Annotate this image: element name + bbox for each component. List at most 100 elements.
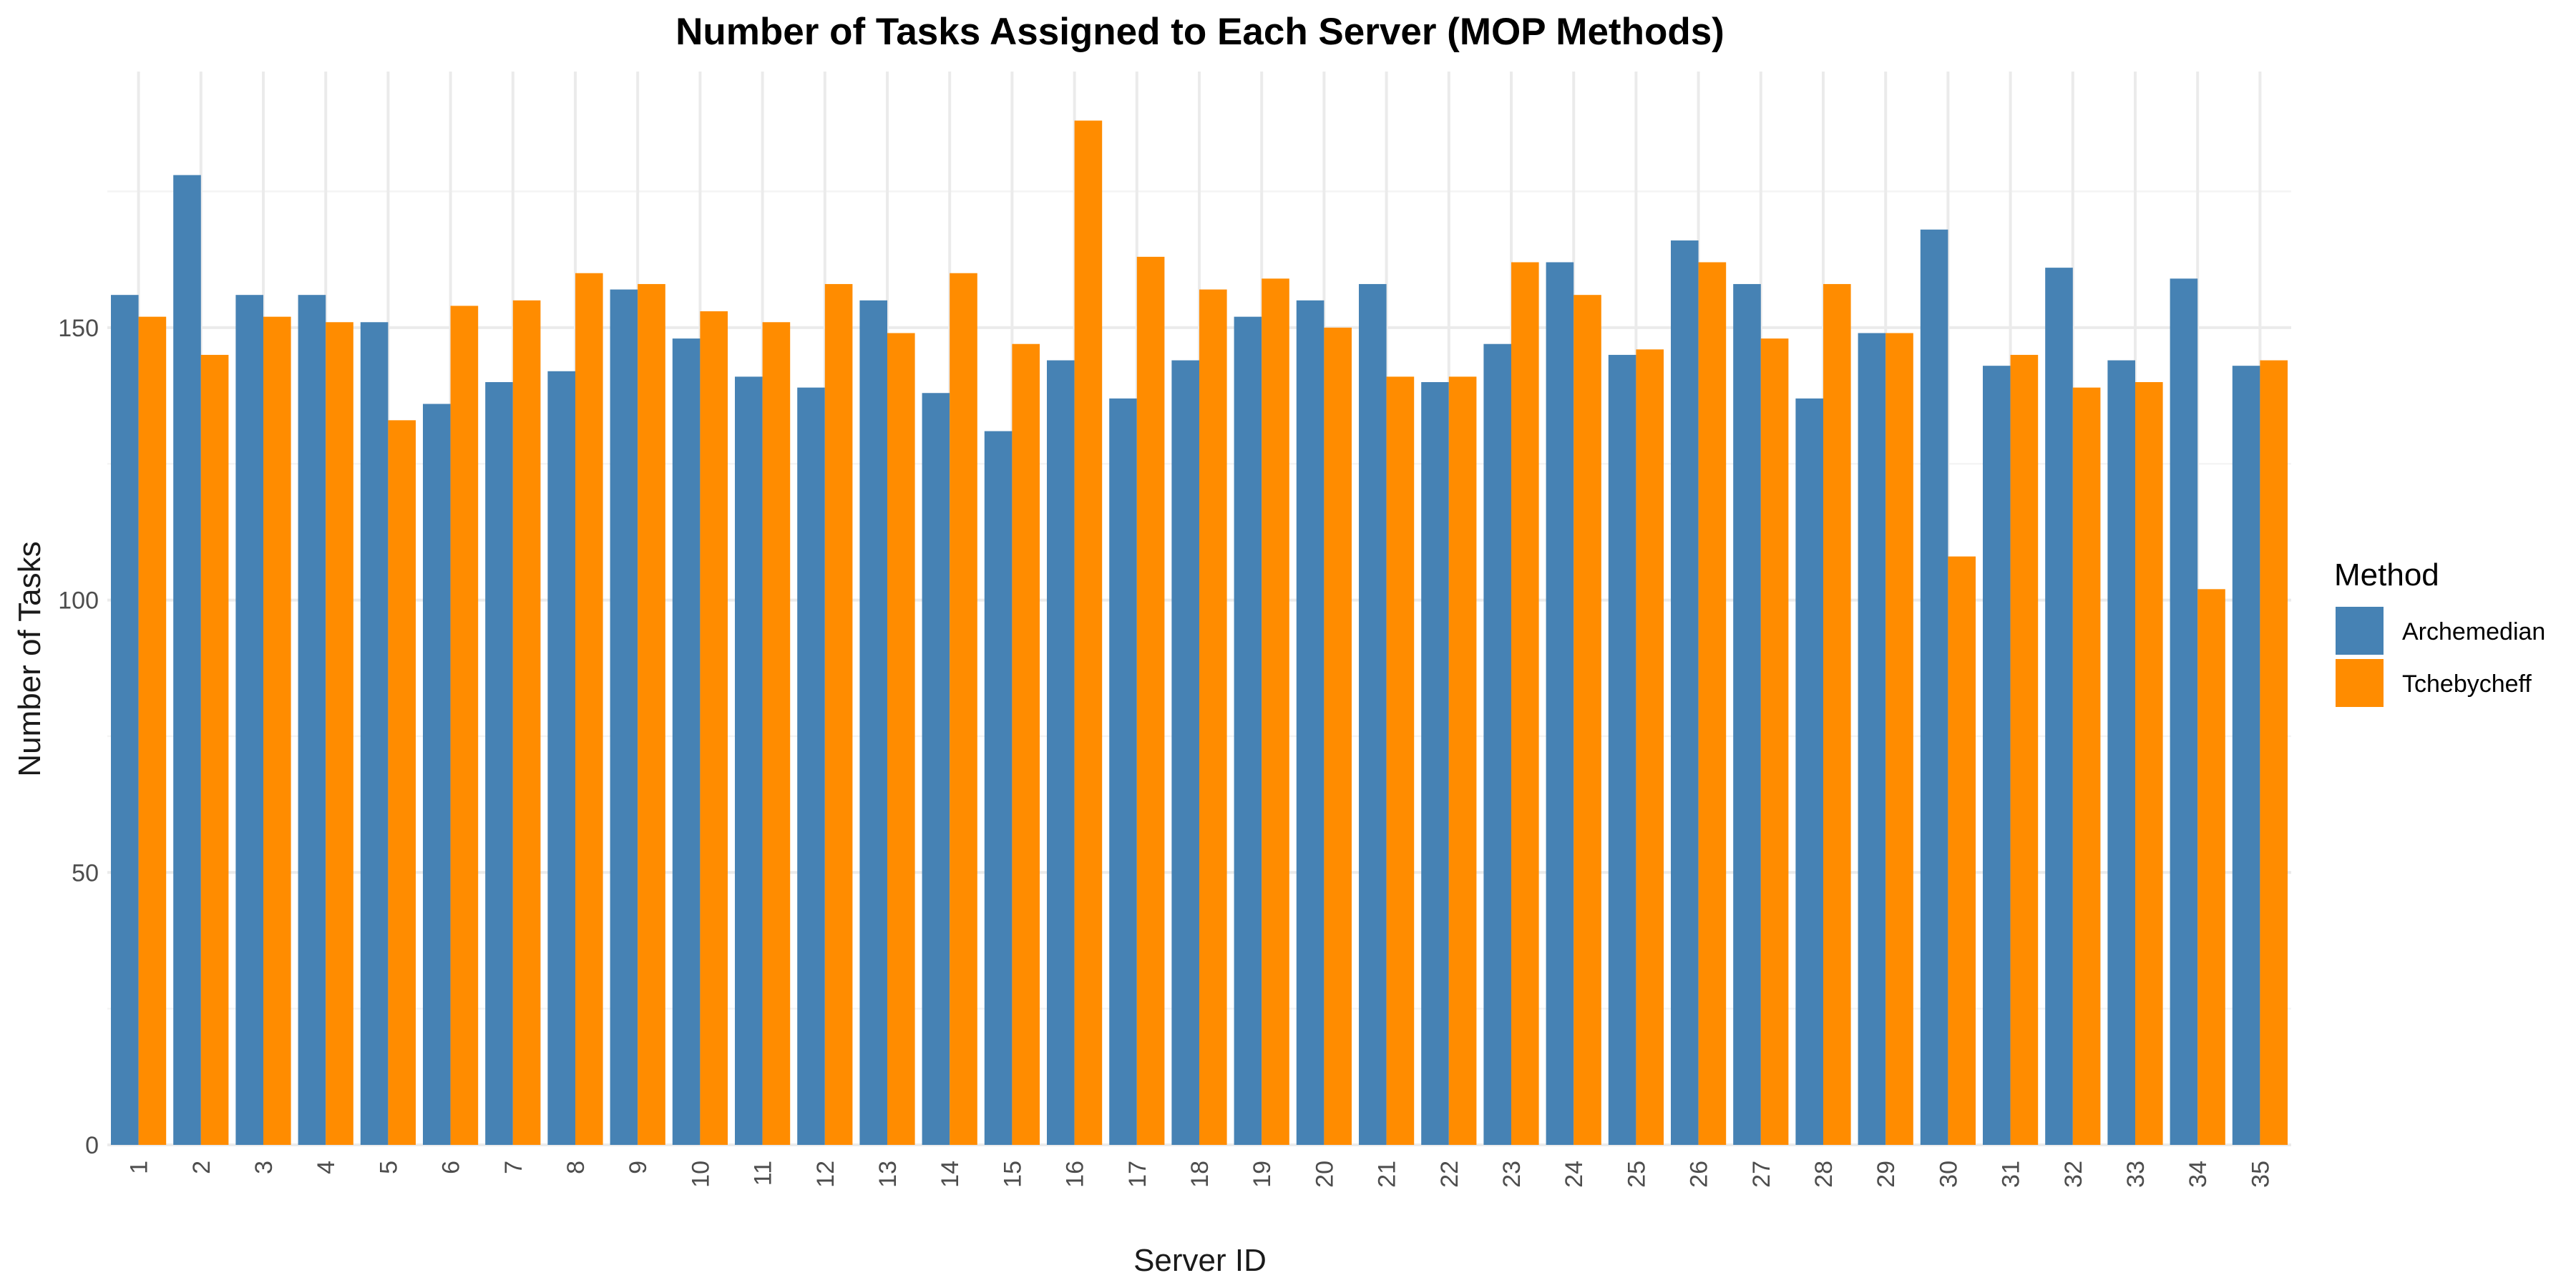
x-tick-label: 4 [313,1161,340,1174]
x-tick-label: 3 [250,1161,278,1174]
x-tick-label: 12 [812,1161,839,1188]
y-tick-label: 50 [72,859,99,887]
bar-archemedian-server-30 [1920,229,1948,1145]
x-tick-label: 7 [500,1161,527,1174]
y-tick-label: 100 [58,587,99,615]
x-tick-label: 18 [1186,1161,1214,1188]
x-tick-label: 9 [625,1161,652,1174]
legend-swatch-archemedian [2336,607,2384,655]
bar-archemedian-server-22 [1421,382,1449,1145]
x-tick-label: 1 [126,1161,153,1174]
bar-tchebycheff-server-16 [1074,120,1103,1145]
bar-archemedian-server-4 [298,295,326,1145]
bar-tchebycheff-server-7 [512,300,541,1145]
bar-tchebycheff-server-27 [1760,338,1789,1145]
x-tick-label: 33 [2122,1161,2150,1188]
bar-archemedian-server-2 [173,175,201,1145]
bar-archemedian-server-21 [1359,283,1387,1145]
y-tick-label: 0 [85,1132,99,1159]
bar-archemedian-server-29 [1858,333,1886,1146]
x-tick-label: 24 [1561,1161,1588,1188]
bar-tchebycheff-server-21 [1386,376,1415,1145]
bar-archemedian-server-20 [1296,300,1324,1145]
bar-archemedian-server-27 [1733,283,1761,1145]
y-tick-label: 150 [58,315,99,342]
bar-tchebycheff-server-17 [1136,256,1165,1145]
bar-archemedian-server-8 [547,371,575,1145]
bar-tchebycheff-server-11 [762,322,791,1146]
bar-tchebycheff-server-5 [388,420,416,1145]
bar-archemedian-server-13 [859,300,887,1145]
bar-tchebycheff-server-32 [2072,387,2101,1145]
bar-tchebycheff-server-12 [824,283,853,1145]
x-axis-title: Server ID [1133,1243,1267,1278]
x-tick-label: 5 [375,1161,402,1174]
bar-archemedian-server-16 [1047,360,1075,1145]
bar-archemedian-server-26 [1671,240,1699,1145]
legend-swatch-tchebycheff [2336,659,2384,707]
bar-archemedian-server-19 [1234,316,1262,1145]
bar-archemedian-server-18 [1171,360,1199,1145]
x-tick-label: 2 [188,1161,215,1174]
bar-tchebycheff-server-34 [2197,589,2225,1145]
bar-archemedian-server-5 [360,322,389,1146]
bar-tchebycheff-server-18 [1199,289,1227,1145]
legend-label-tchebycheff: Tchebycheff [2402,670,2532,698]
x-tick-label: 15 [999,1161,1026,1188]
bar-archemedian-server-12 [797,387,825,1145]
bar-tchebycheff-server-3 [263,316,291,1145]
y-axis-title: Number of Tasks [12,541,47,776]
bar-tchebycheff-server-2 [200,354,229,1145]
bar-tchebycheff-server-33 [2135,382,2163,1145]
x-tick-label: 29 [1873,1161,1900,1188]
bar-archemedian-server-35 [2232,366,2260,1146]
x-tick-label: 17 [1124,1161,1151,1188]
bar-archemedian-server-33 [2107,360,2135,1145]
x-tick-label: 14 [937,1161,964,1188]
x-tick-label: 23 [1498,1161,1526,1188]
bar-tchebycheff-server-26 [1698,262,1727,1146]
bar-archemedian-server-28 [1795,398,1823,1145]
x-tick-label: 20 [1311,1161,1338,1188]
bar-tchebycheff-server-9 [638,283,665,1145]
bar-tchebycheff-server-14 [950,273,977,1146]
bar-tchebycheff-server-24 [1574,295,1601,1145]
bar-tchebycheff-server-25 [1636,349,1664,1146]
x-tick-label: 26 [1686,1161,1713,1188]
bar-tchebycheff-server-4 [326,322,353,1146]
x-tick-label: 34 [2185,1161,2212,1188]
bar-archemedian-server-11 [735,376,763,1145]
y-axis-ticks: 0 50 100 150 [58,315,99,1159]
bar-archemedian-server-17 [1109,398,1137,1145]
x-tick-label: 35 [2247,1161,2274,1188]
bar-tchebycheff-server-10 [700,311,728,1145]
bar-archemedian-server-23 [1483,343,1511,1145]
x-tick-label: 19 [1249,1161,1276,1188]
bar-archemedian-server-10 [672,338,701,1145]
x-tick-label: 30 [1935,1161,1962,1188]
x-tick-label: 28 [1810,1161,1838,1188]
bar-archemedian-server-7 [485,382,513,1145]
x-axis-ticks: 1 2 3 4 5 6 7 8 9 10 11 12 13 14 15 16 17 18 19 20 21 22 23 24 2… [126,1161,2275,1188]
x-tick-label: 16 [1062,1161,1089,1188]
bar-tchebycheff-server-22 [1448,376,1477,1145]
x-tick-label: 8 [562,1161,590,1174]
bar-tchebycheff-server-29 [1885,333,1913,1146]
x-tick-label: 31 [1998,1161,2025,1188]
legend: Method Archemedian Tchebycheff [2334,557,2545,707]
x-tick-label: 21 [1374,1161,1401,1188]
x-tick-label: 25 [1623,1161,1650,1188]
bar-tchebycheff-server-15 [1012,343,1040,1145]
bar-tchebycheff-server-6 [450,306,479,1146]
bar-tchebycheff-server-8 [575,273,603,1146]
bar-tchebycheff-server-19 [1262,278,1289,1145]
bar-tchebycheff-server-28 [1823,283,1851,1145]
x-tick-label: 10 [687,1161,714,1188]
bar-archemedian-server-32 [2045,268,2073,1145]
bar-archemedian-server-24 [1546,262,1574,1146]
bar-tchebycheff-server-31 [2010,354,2039,1145]
bar-tchebycheff-server-13 [887,333,915,1146]
chart-title: Number of Tasks Assigned to Each Server … [675,11,1724,53]
bar-archemedian-server-9 [610,289,638,1145]
x-tick-label: 22 [1436,1161,1463,1188]
